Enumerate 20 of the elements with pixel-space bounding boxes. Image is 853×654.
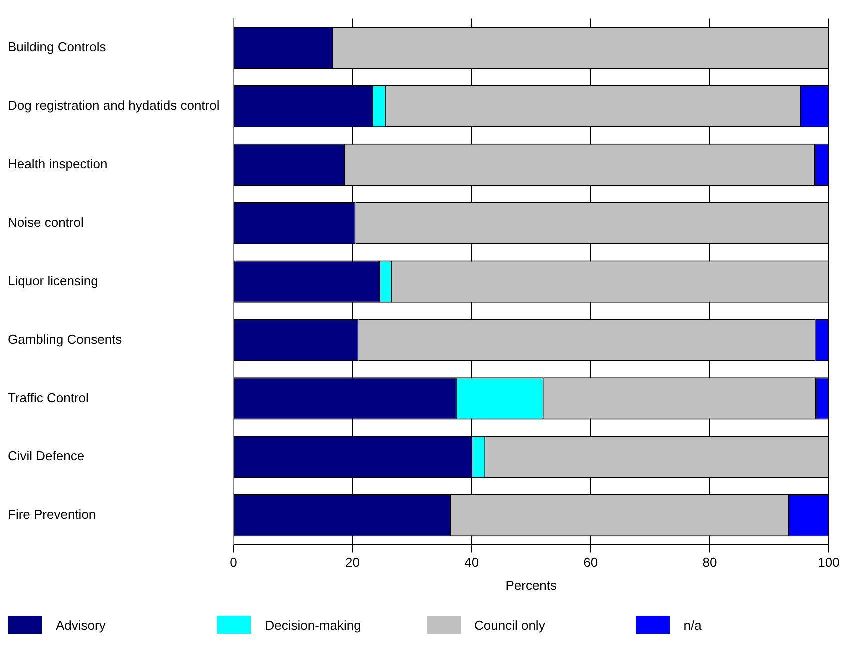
- x-tick-label: 40: [464, 555, 480, 570]
- y-tick-label: Fire Prevention: [8, 507, 96, 522]
- legend-label: n/a: [684, 618, 702, 632]
- legend-label: Advisory: [56, 618, 106, 632]
- x-tick-label: 100: [818, 555, 840, 570]
- x-tick-label: 60: [584, 555, 598, 570]
- y-tick-label: Liquor licensing: [8, 273, 98, 288]
- x-tick-label: 80: [702, 555, 718, 570]
- y-tick-label: Civil Defence: [8, 448, 85, 464]
- y-tick-label: Traffic Control: [8, 390, 90, 406]
- legend-label: Council only: [474, 618, 546, 632]
- y-tick-label: Gambling Consents: [8, 332, 123, 347]
- y-tick-label: Dog registration and hydatids control: [8, 98, 220, 114]
- y-tick-label: Building Controls: [8, 40, 107, 55]
- legend-label: Decision-making: [265, 618, 362, 632]
- x-tick-label: 0: [230, 555, 238, 570]
- y-tick-label: Health inspection: [8, 156, 108, 172]
- x-axis-title: Percents: [506, 578, 558, 593]
- y-tick-label: Noise control: [8, 214, 84, 230]
- x-tick-label: 20: [346, 555, 360, 570]
